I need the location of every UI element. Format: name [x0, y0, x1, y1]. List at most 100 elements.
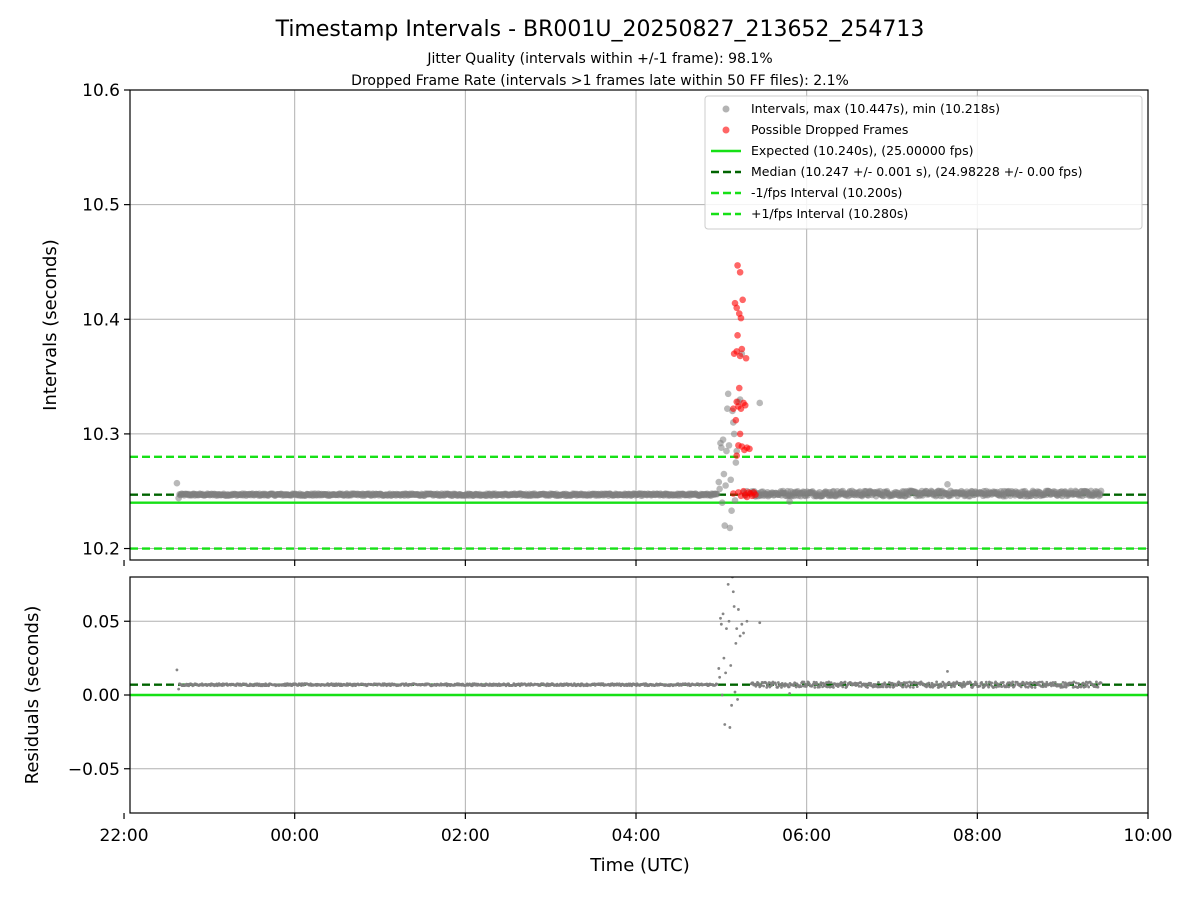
- data-point: [1085, 683, 1089, 687]
- data-point: [1074, 681, 1078, 685]
- data-point: [939, 682, 942, 686]
- data-point: [1051, 681, 1055, 684]
- dropped-frame-point: [733, 304, 741, 312]
- data-point: [969, 681, 973, 685]
- data-point: [884, 683, 887, 687]
- data-point: [720, 470, 728, 478]
- data-point: [173, 479, 181, 487]
- legend-box: [704, 95, 1143, 230]
- data-point: [901, 685, 905, 689]
- data-point: [799, 685, 803, 689]
- x-axis-label: Time (UTC): [589, 855, 690, 876]
- data-point: [729, 664, 733, 667]
- data-point: [724, 671, 728, 675]
- data-point: [1095, 680, 1098, 684]
- data-point: [780, 686, 783, 689]
- data-point: [960, 685, 964, 689]
- data-point: [720, 693, 724, 697]
- data-point: [715, 478, 723, 486]
- data-point: [1011, 680, 1015, 684]
- data-point: [794, 685, 798, 689]
- data-point: [1063, 683, 1067, 687]
- data-point: [1072, 680, 1076, 684]
- data-point: [1001, 680, 1005, 684]
- data-point: [994, 685, 998, 689]
- data-point: [1024, 685, 1028, 689]
- data-point: [727, 476, 735, 484]
- data-point: [175, 668, 179, 672]
- data-point: [859, 681, 862, 684]
- data-point: [1096, 685, 1100, 689]
- data-point: [736, 698, 739, 701]
- data-point: [745, 619, 749, 623]
- data-point: [718, 499, 726, 506]
- data-point: [730, 430, 738, 438]
- dropped-frame-point: [733, 348, 741, 355]
- data-point: [723, 447, 730, 455]
- data-point: [888, 685, 892, 689]
- data-point: [732, 459, 740, 466]
- legend-entry-dropped: Possible Dropped Frames: [722, 122, 908, 137]
- y-tick-label: 10.5: [82, 196, 120, 216]
- data-point: [1033, 686, 1037, 689]
- data-point: [984, 680, 988, 684]
- data-point: [788, 692, 792, 695]
- data-point: [946, 670, 949, 673]
- data-point: [857, 684, 861, 688]
- data-point: [915, 685, 919, 689]
- legend-label-dropped: Possible Dropped Frames: [751, 122, 908, 137]
- data-point: [1045, 680, 1049, 684]
- dropped-frame-point: [739, 296, 746, 304]
- dropped-frame-point: [729, 405, 737, 412]
- y-tick-label: 10.4: [82, 310, 120, 330]
- data-point: [980, 682, 984, 686]
- data-point: [1000, 685, 1004, 689]
- data-point: [1019, 685, 1023, 689]
- data-point: [1044, 685, 1048, 688]
- intervals-y-axis-label: Intervals (seconds): [40, 239, 61, 411]
- data-point: [724, 390, 732, 398]
- legend-entry-intervals: Intervals, max (10.447s), min (10.218s): [722, 101, 1000, 116]
- data-point: [1083, 682, 1087, 686]
- data-point: [903, 683, 907, 687]
- data-point: [725, 442, 733, 449]
- data-point: [1077, 682, 1080, 685]
- data-point: [731, 497, 739, 504]
- data-point: [973, 680, 977, 684]
- data-point: [735, 627, 739, 631]
- x-tick-label: 06:00: [782, 826, 831, 846]
- data-point: [1038, 680, 1042, 684]
- data-point: [866, 686, 869, 689]
- data-point: [730, 703, 733, 707]
- intervals-x-ticks: [123, 560, 1149, 566]
- data-point: [961, 683, 965, 686]
- legend-label-median: Median (10.247 +/- 0.001 s), (24.98228 +…: [751, 164, 1082, 179]
- data-point: [786, 498, 793, 505]
- data-point: [935, 680, 939, 684]
- data-point: [723, 723, 727, 726]
- data-point: [895, 684, 899, 687]
- data-point: [827, 680, 831, 684]
- residuals-y-ticks: −0.05 0.00 0.05: [68, 612, 130, 780]
- data-point: [813, 685, 817, 689]
- data-point: [832, 685, 835, 689]
- x-tick-label: 04:00: [612, 826, 661, 846]
- data-point: [733, 447, 741, 455]
- data-point: [1030, 685, 1034, 689]
- dropped-frame-point: [729, 490, 737, 497]
- residuals-points: [175, 577, 1103, 729]
- data-point: [1087, 685, 1091, 689]
- data-point: [829, 681, 833, 685]
- data-point: [727, 619, 731, 623]
- data-point: [1064, 685, 1068, 689]
- dropped-frame-point: [735, 384, 743, 392]
- data-point: [987, 685, 990, 689]
- legend-label-minus-fps: -1/fps Interval (10.200s): [751, 185, 902, 200]
- residuals-panel: −0.05 0.00 0.05 22:00 00:00 02:00 04:00 06:00 0…: [22, 576, 1173, 876]
- legend-entry-expected: Expected (10.240s), (25.00000 fps): [711, 143, 973, 158]
- data-point: [978, 684, 982, 688]
- data-point: [944, 481, 951, 488]
- data-point: [877, 680, 880, 684]
- data-point: [929, 683, 933, 687]
- intervals-points: [173, 262, 1105, 532]
